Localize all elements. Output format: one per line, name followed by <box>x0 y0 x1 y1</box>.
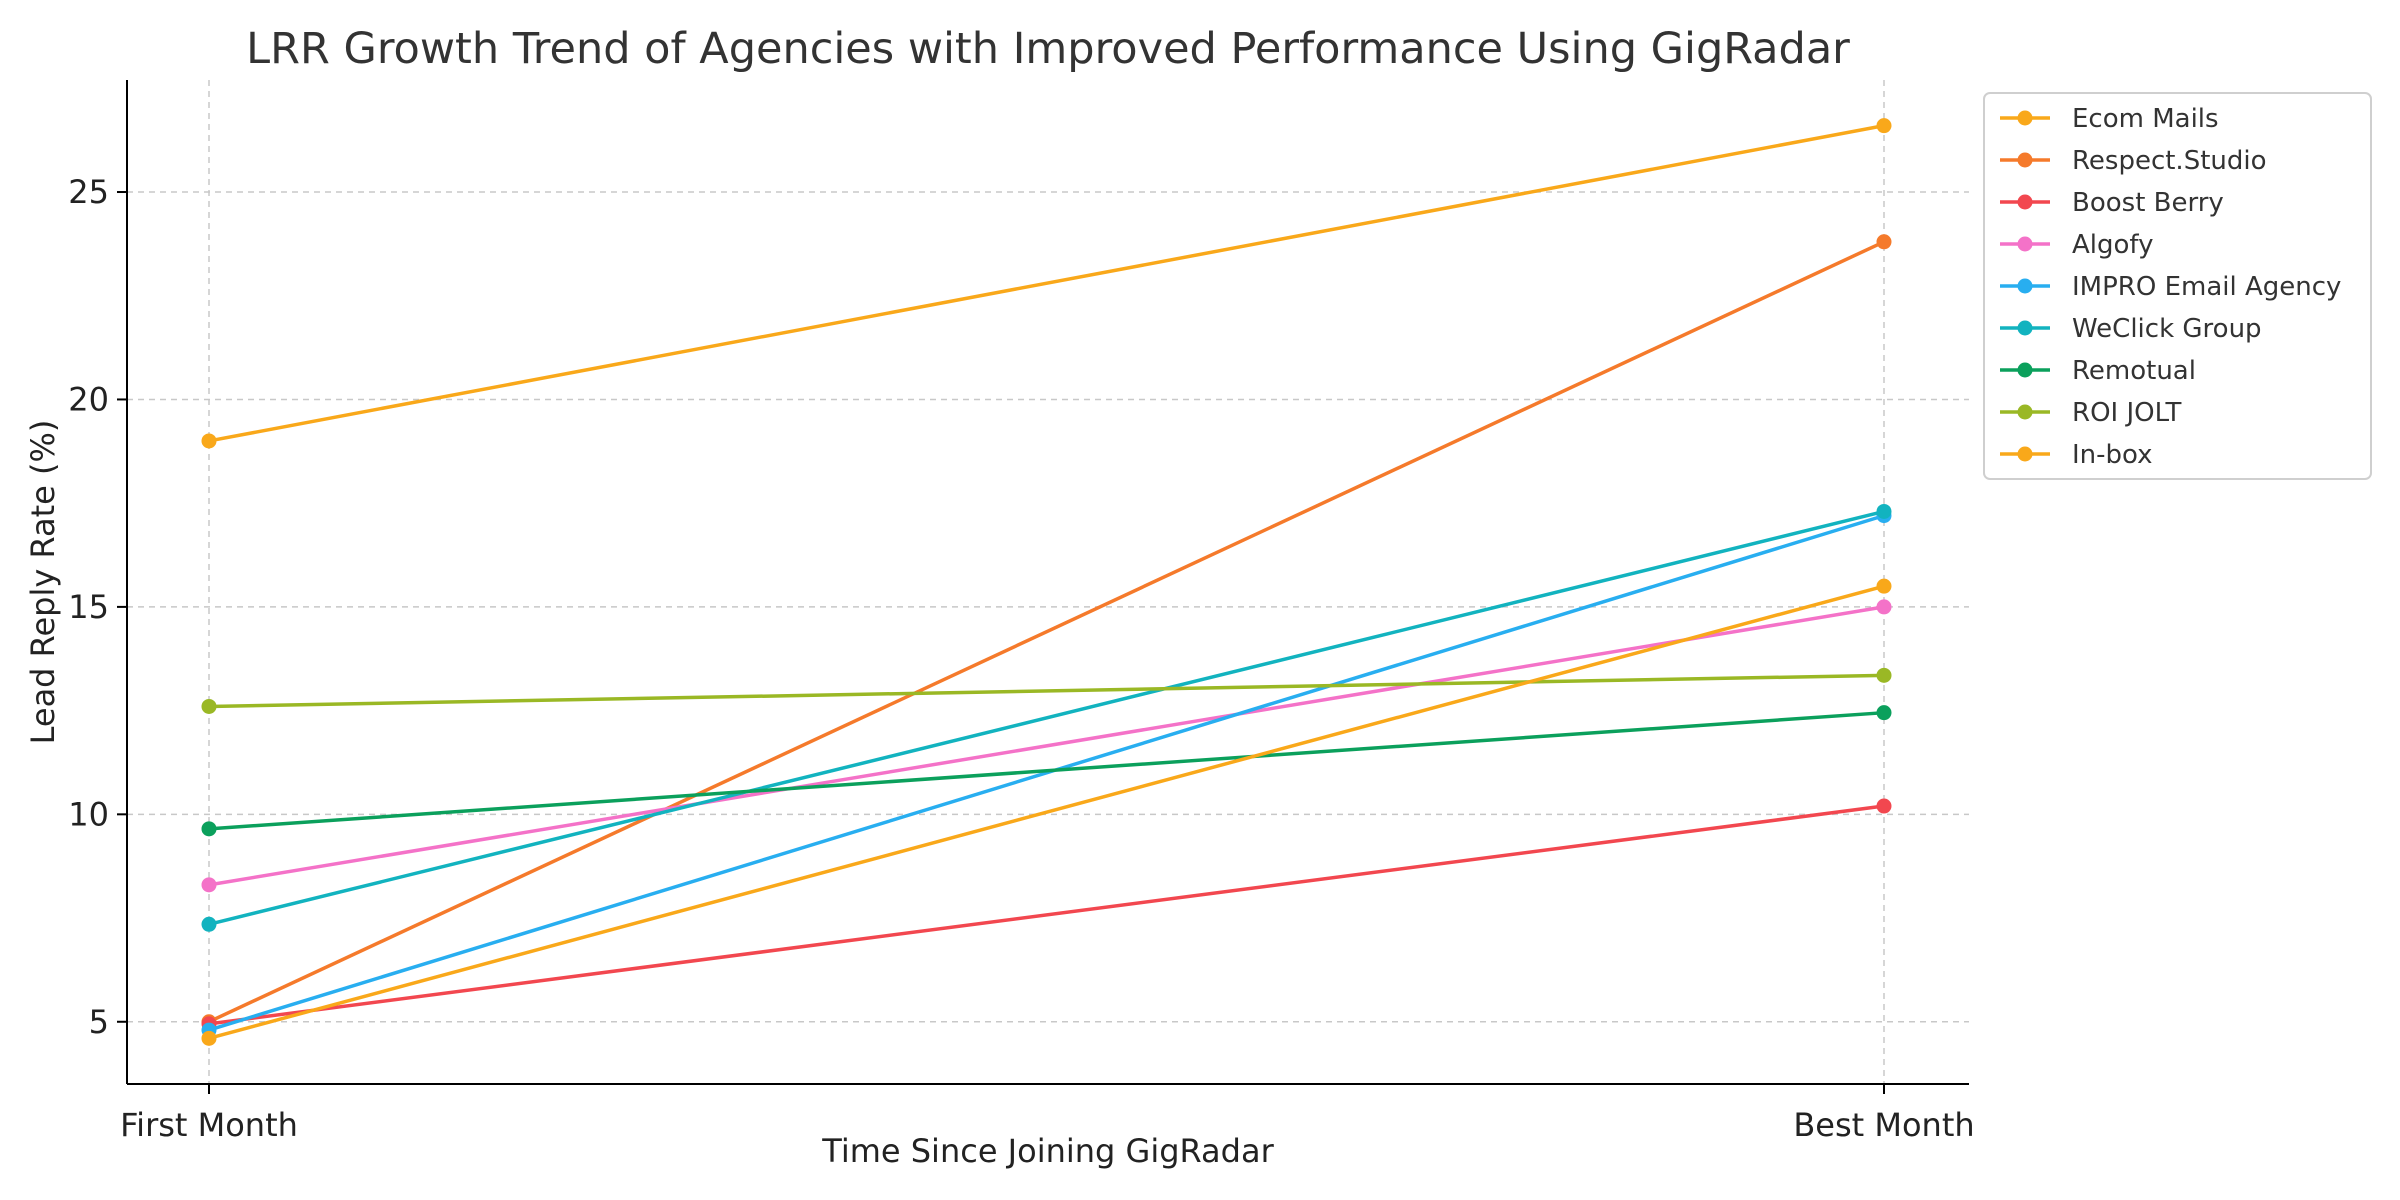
data-point <box>201 433 217 449</box>
legend-label: Boost Berry <box>2072 188 2224 218</box>
series-line <box>208 710 1885 831</box>
series-line <box>208 509 1885 926</box>
series-line <box>208 123 1885 443</box>
series-line <box>208 605 1885 887</box>
legend-entry: Remotual <box>2000 356 2196 386</box>
series-line <box>208 584 1885 1041</box>
series-line <box>208 240 1885 1024</box>
series-lines <box>201 118 1892 1046</box>
legend-marker <box>2017 236 2033 252</box>
x-tick-label: First Month <box>120 1106 298 1144</box>
legend-frame <box>1983 92 2372 480</box>
series-algofy <box>201 599 1892 893</box>
legend-entry: Algofy <box>2000 230 2154 260</box>
data-point <box>201 916 217 932</box>
data-point <box>1876 667 1892 683</box>
legend-label: Remotual <box>2072 356 2196 386</box>
legend-label: Algofy <box>2072 230 2154 260</box>
legend-label: IMPRO Email Agency <box>2072 272 2341 302</box>
data-point <box>1876 578 1892 594</box>
legend: Ecom Mails Respect.Studio Boost Berry Algof… <box>1983 92 2372 480</box>
y-axis-label: Lead Reply Rate (%) <box>24 420 62 745</box>
y-tick-label: 25 <box>68 173 109 211</box>
legend-entry: ROI JOLT <box>2000 398 2182 428</box>
data-point <box>201 698 217 714</box>
data-point <box>1876 234 1892 250</box>
data-point <box>1876 705 1892 721</box>
legend-entry: Ecom Mails <box>2000 104 2219 134</box>
legend-marker <box>2017 362 2033 378</box>
series-ecom-mails <box>201 118 1892 449</box>
legend-entry: Respect.Studio <box>2000 146 2267 176</box>
legend-label: In-box <box>2072 440 2153 470</box>
x-axis-label: Time Since Joining GigRadar <box>821 1132 1274 1170</box>
series-respect-studio <box>201 234 1892 1030</box>
legend-marker <box>2017 446 2033 462</box>
series-line <box>208 513 1885 1032</box>
legend-entry: WeClick Group <box>2000 314 2262 344</box>
series-roi-jolt <box>201 667 1892 714</box>
series-impro-email-agency <box>201 508 1892 1038</box>
data-point <box>1876 118 1892 134</box>
y-tick-label: 20 <box>68 380 109 418</box>
axis-ticks: 5 10 15 20 25 First Month Best Month <box>68 173 1974 1144</box>
data-point <box>1876 798 1892 814</box>
series-boost-berry <box>201 798 1892 1032</box>
legend-label: ROI JOLT <box>2072 398 2182 428</box>
x-tick-label: Best Month <box>1793 1106 1974 1144</box>
legend-label: WeClick Group <box>2072 314 2262 344</box>
series-remotual <box>201 705 1892 837</box>
data-point <box>201 877 217 893</box>
legend-marker <box>2017 320 2033 336</box>
series-in-box <box>201 578 1892 1046</box>
legend-label: Ecom Mails <box>2072 104 2219 134</box>
legend-entry: Boost Berry <box>2000 188 2224 218</box>
legend-marker <box>2017 194 2033 210</box>
legend-marker <box>2017 152 2033 168</box>
data-point <box>1876 503 1892 519</box>
series-weclick-group <box>201 503 1892 932</box>
legend-entry: In-box <box>2000 440 2153 470</box>
chart-title: LRR Growth Trend of Agencies with Improv… <box>246 24 1850 74</box>
y-tick-label: 5 <box>89 1003 109 1041</box>
y-tick-label: 15 <box>68 588 109 626</box>
legend-entry: IMPRO Email Agency <box>2000 272 2341 302</box>
grid <box>127 80 1969 1084</box>
legend-marker <box>2017 404 2033 420</box>
series-line <box>208 673 1885 709</box>
legend-marker <box>2017 110 2033 126</box>
legend-marker <box>2017 278 2033 294</box>
series-line <box>208 804 1885 1026</box>
data-point <box>1876 599 1892 615</box>
legend-label: Respect.Studio <box>2072 146 2267 176</box>
data-point <box>201 821 217 837</box>
data-point <box>201 1030 217 1046</box>
y-tick-label: 10 <box>68 795 109 833</box>
